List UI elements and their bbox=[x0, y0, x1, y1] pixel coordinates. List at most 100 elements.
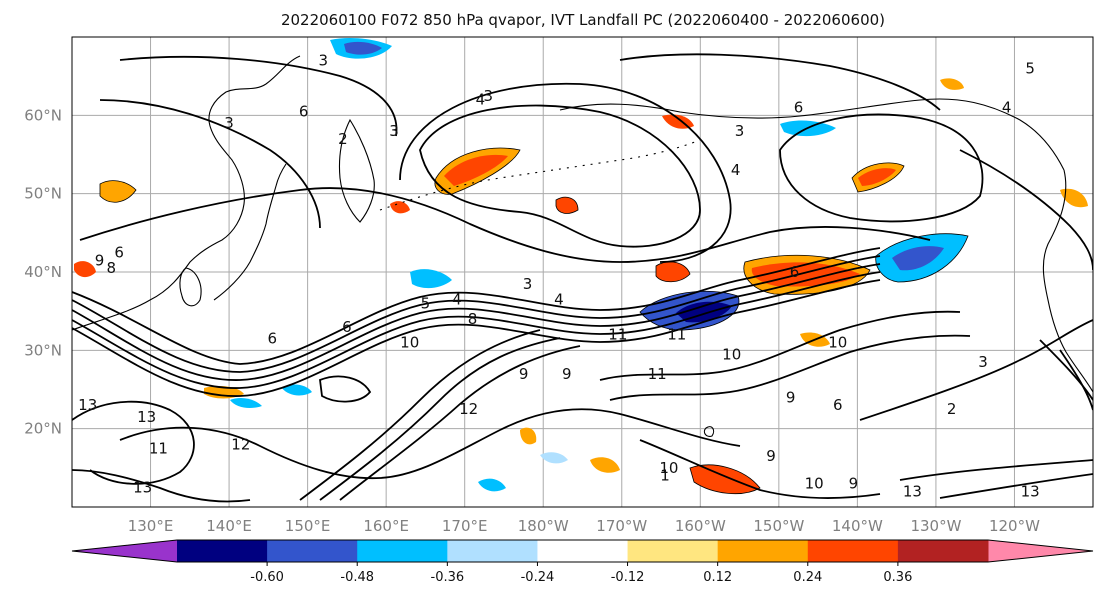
colorbar-segment bbox=[717, 540, 809, 562]
contour-label: 1 bbox=[660, 467, 670, 485]
contour-label: 3 bbox=[319, 52, 329, 70]
contour-label: 13 bbox=[1021, 482, 1040, 500]
lon-tick-label: 160°E bbox=[363, 517, 409, 535]
contour-label: 3 bbox=[483, 87, 493, 105]
colorbar-tick-label: -0.36 bbox=[431, 570, 465, 585]
contour-lines bbox=[72, 53, 1093, 503]
contour-label: 4 bbox=[1002, 99, 1012, 117]
contour-label: 8 bbox=[106, 259, 116, 277]
contour-label: 4 bbox=[731, 161, 741, 179]
contour-line bbox=[299, 329, 541, 501]
colorbar: -0.60 -0.48 -0.36 -0.24 -0.12 0.12 0.24 0.36 bbox=[71, 539, 1094, 585]
colorbar-tick-label: 0.36 bbox=[883, 570, 912, 585]
anomaly-shade bbox=[555, 196, 579, 214]
lon-tick-label: 130°W bbox=[910, 517, 961, 535]
anomaly-shade bbox=[344, 41, 382, 55]
colorbar-segment bbox=[267, 540, 358, 562]
contour-label: 9 bbox=[95, 251, 105, 269]
anomaly-shade bbox=[540, 452, 568, 464]
colorbar-tick-label: -0.60 bbox=[250, 570, 284, 585]
contour-line bbox=[609, 334, 971, 401]
lat-tick-label: 30°N bbox=[24, 341, 62, 359]
lon-tick-label: 130°E bbox=[128, 517, 174, 535]
lat-tick-label: 40°N bbox=[24, 263, 62, 281]
lat-tick-label: 60°N bbox=[24, 106, 62, 124]
colorbar-tick-label: -0.12 bbox=[611, 570, 645, 585]
contour-label: 3 bbox=[978, 353, 988, 371]
contour-line bbox=[72, 271, 881, 389]
anomaly-shade bbox=[444, 154, 508, 186]
contour-label: 4 bbox=[452, 290, 462, 308]
anomaly-shade bbox=[1060, 188, 1088, 208]
contour-line bbox=[939, 473, 1093, 499]
contour-label: 9 bbox=[562, 365, 572, 383]
contour-label: 3 bbox=[523, 275, 533, 293]
contour-label: 10 bbox=[828, 334, 847, 352]
contour-line bbox=[959, 149, 1093, 271]
contour-label: 6 bbox=[833, 396, 843, 414]
anomaly-shade bbox=[282, 384, 312, 396]
lon-tick-label: 170°E bbox=[442, 517, 488, 535]
contour-label: 11 bbox=[667, 326, 686, 344]
anomaly-shade bbox=[520, 427, 537, 445]
contour-line bbox=[72, 263, 881, 381]
contour-label: 12 bbox=[231, 435, 250, 453]
contour-label: 6 bbox=[790, 263, 800, 281]
contour-line bbox=[899, 459, 1093, 481]
contour-line bbox=[419, 104, 701, 248]
contour-line bbox=[859, 319, 1093, 421]
shading-layer bbox=[74, 38, 1088, 494]
colorbar-segment bbox=[447, 540, 538, 562]
contour-label: 8 bbox=[468, 310, 478, 328]
coastline-japan bbox=[213, 163, 287, 301]
figure-title: 2022060100 F072 850 hPa qvapor, IVT Land… bbox=[281, 11, 885, 29]
contour-line bbox=[339, 345, 581, 501]
colorbar-segment bbox=[897, 540, 989, 562]
colorbar-segment bbox=[627, 540, 719, 562]
contour-label: 13 bbox=[133, 478, 152, 496]
contour-line bbox=[72, 400, 195, 485]
anomaly-shade bbox=[676, 301, 732, 323]
contour-label: 2 bbox=[338, 130, 348, 148]
colorbar-extend-low bbox=[72, 540, 177, 562]
coastline-kamchatka bbox=[338, 118, 375, 223]
contour-label: 6 bbox=[794, 99, 804, 117]
colorbar-tick-label: 0.12 bbox=[703, 570, 732, 585]
map-frame bbox=[71, 36, 1094, 508]
contour-label: 6 bbox=[267, 330, 277, 348]
anomaly-shade bbox=[751, 262, 860, 287]
anomaly-shade bbox=[858, 168, 896, 186]
contour-line bbox=[619, 53, 941, 111]
anomaly-shade bbox=[230, 398, 262, 408]
contour-label: 9 bbox=[786, 388, 796, 406]
contour-label: 3 bbox=[389, 122, 399, 140]
lon-tick-label: 170°W bbox=[596, 517, 647, 535]
contour-label: 9 bbox=[849, 475, 859, 493]
contour-line bbox=[79, 187, 931, 263]
anomaly-shade bbox=[478, 478, 506, 492]
contour-line bbox=[72, 279, 881, 397]
lat-tick-label: 50°N bbox=[24, 185, 62, 203]
contour-label: 10 bbox=[400, 334, 419, 352]
colorbar-tick-label: 0.24 bbox=[793, 570, 822, 585]
contour-line bbox=[72, 469, 251, 503]
coastline-na-west bbox=[1042, 169, 1093, 393]
anomaly-shade bbox=[590, 457, 620, 473]
contour-line bbox=[319, 337, 561, 501]
contour-line bbox=[1039, 339, 1093, 401]
coastline-korea bbox=[179, 267, 202, 307]
contour-line bbox=[1059, 349, 1093, 411]
colorbar-tick-label: -0.24 bbox=[521, 570, 555, 585]
lon-tick-label: 160°W bbox=[675, 517, 726, 535]
contour-label: 6 bbox=[342, 318, 352, 336]
lon-tick-label: 120°W bbox=[989, 517, 1040, 535]
contour-line bbox=[639, 439, 881, 499]
contour-label: 5 bbox=[421, 294, 431, 312]
colorbar-tick-label: -0.48 bbox=[340, 570, 374, 585]
contour-label: 4 bbox=[476, 91, 486, 109]
contour-label: 11 bbox=[608, 326, 627, 344]
